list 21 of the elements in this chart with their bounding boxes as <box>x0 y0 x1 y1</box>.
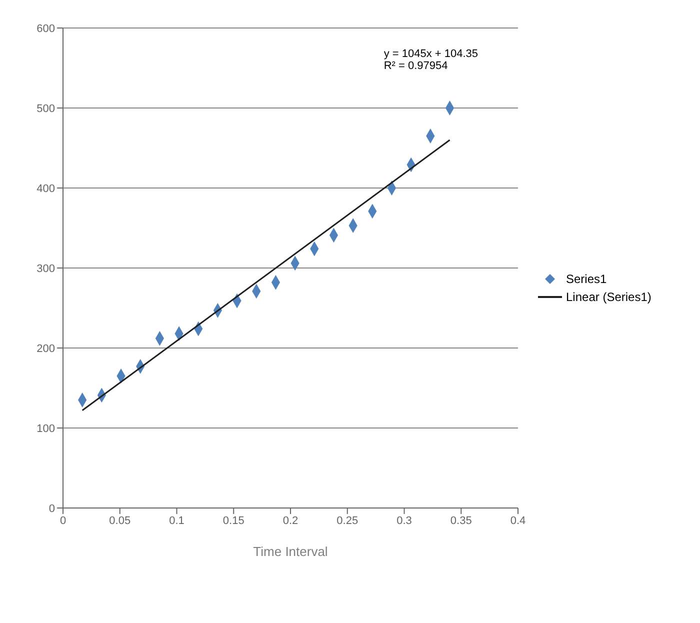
y-tick-label: 400 <box>36 182 55 195</box>
y-tick-label: 600 <box>36 22 55 35</box>
annotation: R² = 0.97954 <box>384 60 448 72</box>
annotation: y = 1045x + 104.35 <box>384 48 478 60</box>
y-tick-label: 0 <box>48 502 55 515</box>
x-tick-label: 0.25 <box>336 514 358 527</box>
x-tick-label: 0.15 <box>222 514 244 527</box>
x-tick-label: 0.2 <box>282 514 298 527</box>
legend-label: Series1 <box>566 272 607 286</box>
x-tick-label: 0.1 <box>169 514 184 527</box>
x-tick-label: 0 <box>60 514 66 527</box>
y-tick-label: 200 <box>36 342 55 355</box>
y-tick-label: 100 <box>36 422 55 435</box>
x-tick-label: 0.05 <box>109 514 131 527</box>
x-axis-title: Time Interval <box>253 544 328 559</box>
x-tick-label: 0.35 <box>450 514 472 527</box>
x-tick-label: 0.4 <box>510 514 526 527</box>
legend-label: Linear (Series1) <box>566 290 652 304</box>
x-tick-label: 0.3 <box>396 514 412 527</box>
y-tick-label: 500 <box>36 102 55 115</box>
y-tick-label: 300 <box>36 262 55 275</box>
